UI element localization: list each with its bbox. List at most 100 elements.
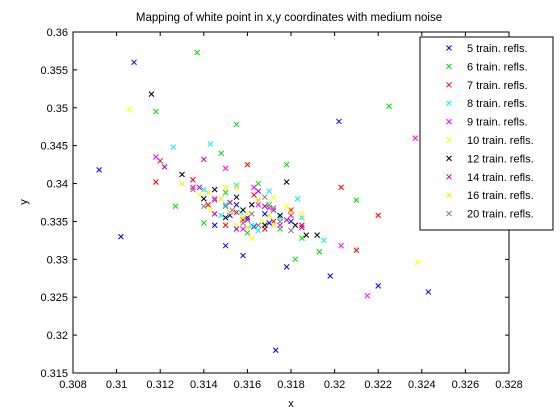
legend-box — [419, 36, 554, 231]
data-point — [338, 184, 344, 191]
legend-marker — [446, 155, 452, 162]
legend: 5 train. refls. 6 train. refls. 7 train. r… — [419, 36, 554, 231]
data-point — [222, 214, 229, 221]
data-point — [314, 232, 321, 238]
data-point — [170, 144, 177, 151]
data-point — [148, 91, 155, 97]
legend-label: 5 train. refls. — [467, 43, 528, 55]
data-point — [211, 211, 218, 217]
data-point — [244, 217, 251, 223]
x-tick-label: 0.316 — [234, 379, 262, 391]
y-tick-label: 0.32 — [47, 330, 68, 342]
series-5 — [152, 135, 419, 299]
data-point — [272, 347, 279, 354]
data-point — [320, 237, 327, 244]
data-point — [218, 150, 225, 157]
data-point — [179, 180, 185, 187]
legend-label: 14 train. refls. — [467, 172, 534, 184]
data-point — [277, 212, 283, 219]
y-tick-label: 0.325 — [40, 292, 68, 304]
data-point — [233, 201, 240, 208]
data-point — [222, 165, 229, 172]
data-point — [218, 195, 225, 202]
data-point — [211, 197, 218, 204]
data-point — [255, 201, 262, 208]
x-tick-label: 0.318 — [277, 379, 305, 391]
data-point — [207, 141, 214, 148]
legend-marker — [446, 118, 452, 125]
x-tick-label: 0.314 — [190, 379, 218, 391]
data-point — [277, 218, 283, 225]
data-point — [299, 224, 305, 231]
x-tick-label: 0.328 — [495, 379, 523, 391]
legend-marker — [446, 45, 452, 51]
data-point — [200, 203, 207, 210]
data-point — [270, 194, 277, 201]
data-point — [270, 204, 277, 211]
legend-label: 20 train. refls. — [467, 209, 534, 221]
data-point — [255, 197, 262, 204]
data-point — [255, 188, 262, 194]
series-10 — [190, 186, 294, 234]
legend-label: 9 train. refls. — [467, 117, 528, 129]
data-point — [131, 59, 137, 66]
chart-title: Mapping of white point in x,y coordinate… — [136, 12, 442, 24]
y-tick-label: 0.36 — [47, 27, 68, 39]
data-point — [266, 188, 273, 194]
data-point — [266, 212, 273, 219]
data-point — [299, 211, 305, 217]
data-point — [200, 156, 207, 163]
y-tick-label: 0.315 — [40, 368, 68, 380]
data-point — [261, 194, 268, 201]
legend-marker — [446, 81, 452, 88]
data-point — [283, 264, 290, 270]
data-point — [194, 49, 201, 56]
data-point — [299, 222, 305, 229]
data-point — [222, 242, 229, 249]
data-point — [222, 222, 229, 229]
data-point — [283, 203, 290, 210]
data-point — [244, 224, 251, 231]
data-point — [386, 103, 392, 110]
data-point — [152, 179, 159, 185]
legend-marker — [446, 137, 452, 143]
data-point — [425, 289, 432, 295]
data-point — [292, 222, 299, 229]
legend-label: 16 train. refls. — [467, 190, 534, 202]
legend-label: 7 train. refls. — [467, 80, 528, 92]
data-point — [412, 135, 419, 141]
x-axis-label: x — [288, 398, 294, 410]
data-point — [353, 247, 360, 254]
data-point — [299, 235, 305, 241]
series-6 — [126, 106, 421, 266]
data-point — [266, 220, 273, 226]
data-point — [222, 203, 229, 210]
data-point — [179, 171, 185, 178]
data-point — [229, 207, 235, 213]
data-point — [261, 203, 268, 210]
data-point — [270, 207, 277, 213]
data-point — [255, 227, 262, 234]
data-point — [118, 233, 124, 240]
data-point — [240, 214, 246, 221]
data-point — [375, 283, 382, 289]
axis-ticks: 0.308 0.31 0.312 0.314 0.316 0.318 0.32 0.322 0.… — [40, 27, 522, 391]
data-point — [248, 201, 255, 208]
data-point — [211, 222, 218, 229]
legend-label: 10 train. refls. — [467, 135, 534, 147]
data-point — [316, 248, 323, 255]
data-point — [240, 226, 246, 232]
series-8 — [161, 156, 305, 232]
x-tick-label: 0.324 — [408, 379, 436, 391]
x-tick-label: 0.308 — [59, 379, 87, 391]
data-point — [266, 204, 273, 211]
data-point — [261, 211, 268, 217]
data-point — [288, 209, 294, 216]
data-point — [152, 108, 159, 115]
legend-label: 6 train. refls. — [467, 61, 528, 73]
x-tick-label: 0.32 — [324, 379, 345, 391]
data-point — [240, 220, 246, 226]
data-point — [255, 222, 262, 229]
data-point — [414, 259, 421, 266]
data-point — [261, 222, 268, 229]
